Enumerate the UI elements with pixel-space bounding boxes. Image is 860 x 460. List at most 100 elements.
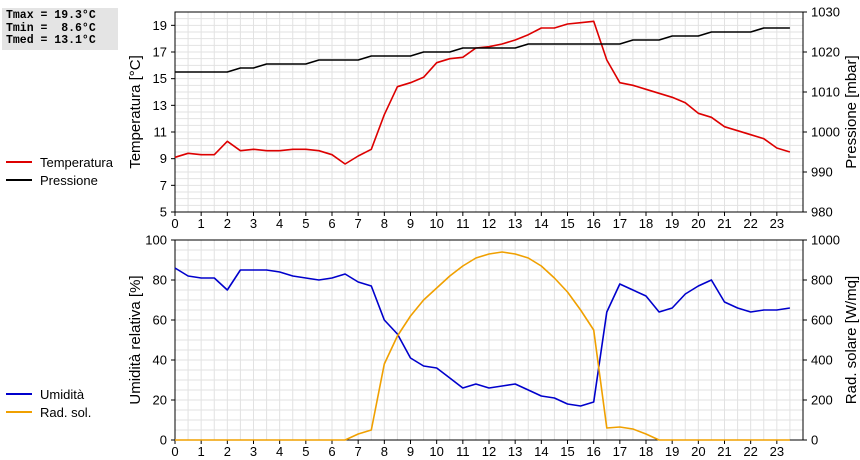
y-left-tick-label: 80 — [153, 273, 167, 288]
x-tick-label: 6 — [328, 444, 335, 459]
x-tick-label: 19 — [665, 444, 679, 459]
y-right-tick-label: 1030 — [811, 5, 840, 20]
y-left-tick-label: 100 — [145, 233, 167, 248]
y-left-tick-label: 11 — [154, 125, 168, 140]
x-tick-label: 0 — [171, 444, 178, 459]
y-left-tick-label: 5 — [160, 205, 167, 220]
x-tick-label: 17 — [613, 444, 627, 459]
legend-swatch — [6, 411, 32, 413]
x-tick-label: 23 — [770, 216, 784, 231]
x-tick-label: 5 — [302, 444, 309, 459]
legend-item-umidita: Umidità — [6, 385, 91, 403]
stats-box: Tmax = 19.3°C Tmin = 8.6°C Tmed = 13.1°C — [2, 8, 118, 50]
x-tick-label: 15 — [560, 216, 574, 231]
stat-tmin: Tmin = 8.6°C — [6, 21, 96, 35]
x-tick-label: 2 — [224, 444, 231, 459]
y-left-tick-label: 19 — [153, 18, 167, 33]
x-tick-label: 9 — [407, 216, 414, 231]
x-tick-label: 13 — [508, 216, 522, 231]
x-tick-label: 4 — [276, 216, 283, 231]
y-left-tick-label: 20 — [153, 393, 167, 408]
x-tick-label: 12 — [482, 444, 496, 459]
x-tick-label: 8 — [381, 216, 388, 231]
legend-label: Rad. sol. — [40, 404, 92, 420]
y-right-axis-label: Pressione [mbar] — [843, 55, 860, 168]
x-tick-label: 10 — [429, 444, 443, 459]
y-left-tick-label: 15 — [153, 71, 167, 86]
legend-label: Pressione — [40, 172, 98, 188]
y-right-tick-label: 400 — [811, 353, 833, 368]
y-left-tick-label: 0 — [160, 433, 167, 448]
y-left-tick-label: 40 — [153, 353, 167, 368]
x-tick-label: 15 — [560, 444, 574, 459]
x-tick-label: 4 — [276, 444, 283, 459]
y-right-tick-label: 980 — [811, 205, 833, 220]
x-tick-label: 22 — [743, 444, 757, 459]
y-right-tick-label: 600 — [811, 313, 833, 328]
x-tick-label: 5 — [302, 216, 309, 231]
legend-item-pressione: Pressione — [6, 171, 113, 189]
x-tick-label: 0 — [171, 216, 178, 231]
x-tick-label: 7 — [355, 216, 362, 231]
x-tick-label: 20 — [691, 444, 705, 459]
y-right-tick-label: 0 — [811, 433, 818, 448]
legend-top: Temperatura Pressione — [6, 153, 113, 189]
x-tick-label: 7 — [355, 444, 362, 459]
x-tick-label: 16 — [586, 216, 600, 231]
x-tick-label: 1 — [198, 444, 205, 459]
series-line-pressione — [175, 27, 790, 73]
x-tick-label: 8 — [381, 444, 388, 459]
x-tick-label: 21 — [717, 216, 731, 231]
x-tick-label: 3 — [250, 444, 257, 459]
x-tick-label: 10 — [429, 216, 443, 231]
series-line-umidit — [174, 267, 791, 407]
x-tick-label: 18 — [639, 216, 653, 231]
y-right-tick-label: 1000 — [811, 233, 840, 248]
stat-tmed: Tmed = 13.1°C — [6, 34, 96, 47]
y-left-axis-label: Umidità relativa [%] — [127, 275, 144, 404]
y-left-tick-label: 7 — [160, 178, 167, 193]
series-line-temperatura — [174, 20, 791, 165]
legend-item-temperatura: Temperatura — [6, 153, 113, 171]
x-tick-label: 19 — [665, 216, 679, 231]
y-right-axis-label: Rad. solare [W/mq] — [843, 276, 860, 404]
y-left-tick-label: 9 — [160, 151, 167, 166]
legend-swatch — [6, 179, 32, 181]
legend-swatch — [6, 393, 32, 395]
y-left-tick-label: 60 — [153, 313, 167, 328]
x-tick-label: 11 — [456, 216, 470, 231]
series-line-rad-sol — [175, 251, 790, 441]
x-tick-label: 16 — [586, 444, 600, 459]
x-tick-label: 14 — [534, 216, 548, 231]
x-tick-label: 22 — [743, 216, 757, 231]
x-tick-label: 3 — [250, 216, 257, 231]
y-right-tick-label: 1020 — [811, 45, 840, 60]
y-right-tick-label: 1010 — [811, 85, 840, 100]
y-right-tick-label: 200 — [811, 393, 833, 408]
x-tick-label: 21 — [717, 444, 731, 459]
x-tick-label: 2 — [224, 216, 231, 231]
x-tick-label: 9 — [407, 444, 414, 459]
y-left-tick-label: 17 — [153, 45, 167, 60]
y-left-axis-label: Temperatura [°C] — [127, 55, 144, 169]
y-right-tick-label: 1000 — [811, 125, 840, 140]
y-left-tick-label: 13 — [153, 98, 167, 113]
x-tick-label: 6 — [328, 216, 335, 231]
x-tick-label: 14 — [534, 444, 548, 459]
x-tick-label: 18 — [639, 444, 653, 459]
y-right-tick-label: 990 — [811, 165, 833, 180]
legend-swatch — [6, 161, 32, 163]
y-right-tick-label: 800 — [811, 273, 833, 288]
legend-label: Temperatura — [40, 154, 113, 170]
x-tick-label: 11 — [456, 444, 470, 459]
legend-item-rad-sol: Rad. sol. — [6, 403, 91, 421]
x-tick-label: 20 — [691, 216, 705, 231]
x-tick-label: 23 — [770, 444, 784, 459]
x-tick-label: 1 — [198, 216, 205, 231]
x-tick-label: 13 — [508, 444, 522, 459]
x-tick-label: 17 — [613, 216, 627, 231]
legend-label: Umidità — [40, 386, 85, 402]
x-tick-label: 12 — [482, 216, 496, 231]
stat-tmax: Tmax = 19.3°C — [6, 9, 96, 22]
